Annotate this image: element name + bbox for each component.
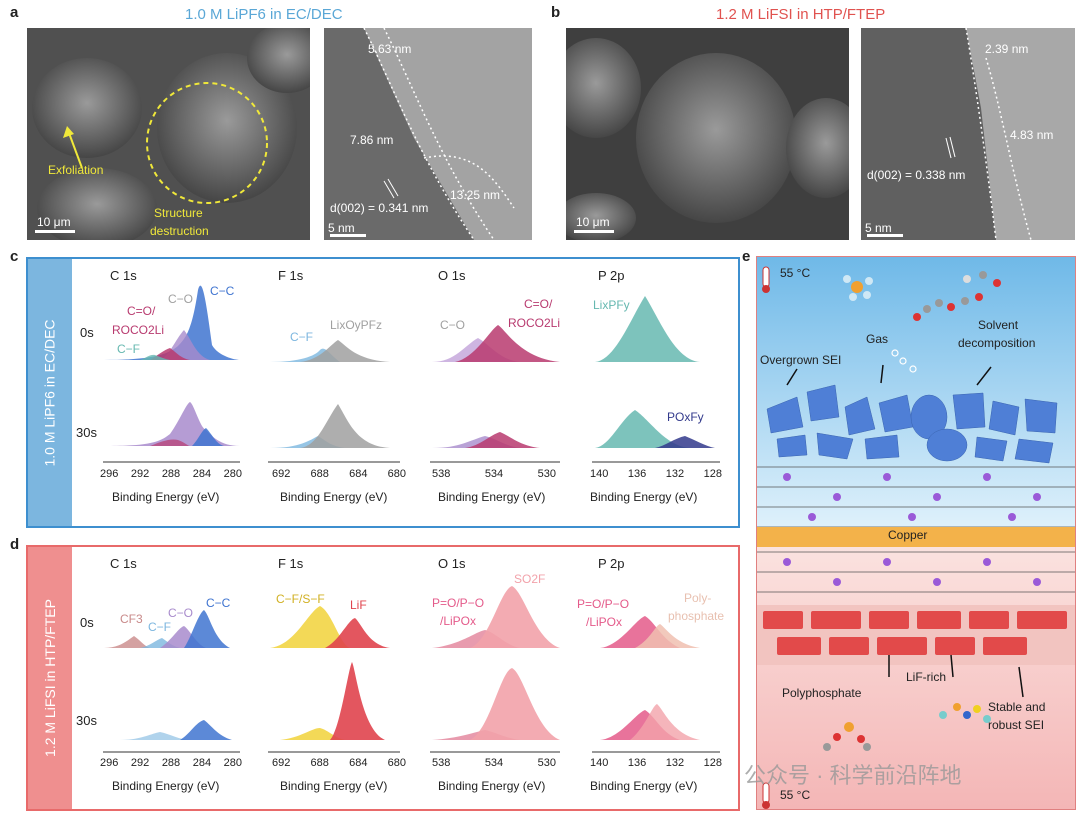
tem-b-m2: 4.83 nm [1010, 128, 1054, 142]
panel-d-side-label: 1.2 M LiFSI in HTP/FTEP [28, 547, 72, 809]
d-lbl-poly2: phosphate [668, 609, 725, 623]
structure-label: Structure [154, 206, 203, 220]
e-polyphosphate: Polyphosphate [782, 686, 862, 700]
c-f1s-ticks: 692 688 684 680 [272, 468, 406, 480]
d-lbl-cc: C−C [206, 596, 231, 610]
d-row-30s: 30s [76, 713, 97, 728]
d-xlabel-3: Binding Energy (eV) [438, 779, 546, 793]
d-lbl-p-p2: /LiPOx [586, 615, 623, 629]
d-lbl-poly1: Poly- [684, 591, 712, 605]
d-o1s-ticks: 538 534 530 [432, 757, 556, 769]
c-row-30s: 30s [76, 425, 97, 440]
tem-a-scale: 5 nm [328, 221, 355, 235]
c-xlabel-4: Binding Energy (eV) [590, 490, 698, 504]
d-head-f1s: F 1s [278, 556, 304, 571]
d-lbl-co: C−O [168, 606, 194, 620]
c-lbl-cc: C−C [210, 284, 235, 298]
c-lbl-o-roco: ROCO2Li [508, 316, 561, 330]
d-row-0s: 0s [80, 615, 94, 630]
panel-e-label: e [742, 248, 751, 265]
e-copper: Copper [888, 528, 928, 542]
c-c1s-ticks: 296 292 288 284 280 [100, 468, 242, 480]
d-xlabel-1: Binding Energy (eV) [112, 779, 220, 793]
d-lbl-cf: C−F [148, 620, 172, 634]
c-lbl-f-cf: C−F [290, 330, 314, 344]
tem-b-scale: 5 nm [865, 221, 892, 235]
sem-image-a [27, 28, 310, 240]
panel-b-label: b [551, 4, 561, 21]
e-stable1: Stable and [988, 700, 1046, 714]
d-lbl-cf3: CF3 [120, 612, 143, 626]
panel-a-label: a [10, 4, 19, 21]
e-gas: Gas [866, 332, 889, 346]
e-temp-bottom: 55 °C [780, 788, 811, 802]
e-lif-rich: LiF-rich [906, 670, 947, 684]
c-c1s-30s [104, 402, 240, 446]
c-lbl-o-co2: C=O/ [524, 297, 553, 311]
d-head-p2p: P 2p [598, 556, 625, 571]
tem-image-b [861, 28, 1075, 240]
d-xlabel-2: Binding Energy (eV) [280, 779, 388, 793]
sem-b-scale: 10 μm [576, 215, 610, 229]
d-f1s-ticks: 692 688 684 680 [272, 757, 406, 769]
d-lbl-p-p1: P=O/P−O [577, 597, 630, 611]
panel-d-side-text: 1.2 M LiFSI in HTP/FTEP [42, 599, 58, 757]
c-xlabel-1: Binding Energy (eV) [112, 490, 220, 504]
c-lbl-roco: ROCO2Li [112, 323, 165, 337]
d-p2p-ticks: 140 136 132 128 [590, 757, 722, 769]
panel-a-title: 1.0 M LiPF6 in EC/DEC [185, 6, 343, 23]
panel-e-schematic [756, 256, 1076, 810]
c-xlabel-3: Binding Energy (eV) [438, 490, 546, 504]
panel-c-label: c [10, 248, 19, 265]
d-lbl-cfsf: C−F/S−F [276, 592, 325, 606]
c-head-c1s: C 1s [110, 268, 137, 283]
sem-a-scale: 10 μm [37, 215, 71, 229]
d-xlabel-4: Binding Energy (eV) [590, 779, 698, 793]
d-lbl-lif: LiF [350, 598, 367, 612]
c-head-p2p: P 2p [598, 268, 625, 283]
d-lbl-so2f: SO2F [514, 572, 546, 586]
c-lbl-o-co: C−O [440, 318, 466, 332]
tem-a-m1: 5.63 nm [368, 42, 412, 56]
c-lbl-lipf: LixPFy [593, 298, 630, 312]
destruction-label: destruction [150, 224, 209, 238]
sem-image-b [566, 28, 849, 240]
d-head-c1s: C 1s [110, 556, 137, 571]
c-p2p-ticks: 140 136 132 128 [590, 468, 722, 480]
panel-c-side-label: 1.0 M LiPF6 in EC/DEC [28, 259, 72, 526]
c-row-0s: 0s [80, 325, 94, 340]
tem-a-m2: 7.86 nm [350, 133, 394, 147]
c-lbl-co: C=O/ [127, 304, 156, 318]
d-head-o1s: O 1s [438, 556, 466, 571]
c-lbl-c-o: C−O [168, 292, 194, 306]
d-c1s-ticks: 296 292 288 284 280 [100, 757, 242, 769]
e-temp-top: 55 °C [780, 266, 811, 280]
e-overgrown: Overgrown SEI [760, 353, 842, 367]
d-lbl-o-p1: P=O/P−O [432, 596, 485, 610]
c-head-o1s: O 1s [438, 268, 466, 283]
tem-a-m3: 13.25 nm [450, 188, 501, 202]
d-lbl-o-p2: /LiPOx [440, 614, 477, 628]
c-xlabel-2: Binding Energy (eV) [280, 490, 388, 504]
c-c1s-0s [104, 285, 240, 360]
c-o1s-ticks: 538 534 530 [432, 468, 556, 480]
e-decomposition: decomposition [958, 336, 1036, 350]
exfoliation-label: Exfoliation [48, 163, 104, 177]
e-solvent: Solvent [978, 318, 1019, 332]
c-lbl-po: POxFy [667, 410, 704, 424]
panel-d-box [26, 545, 740, 811]
c-lbl-lioypfz: LixOyPFz [330, 318, 383, 332]
tem-b-dspacing: d(002) = 0.338 nm [867, 168, 966, 182]
panel-d-label: d [10, 536, 20, 553]
panel-c-box [26, 257, 740, 528]
c-head-f1s: F 1s [278, 268, 304, 283]
panel-b-title: 1.2 M LiFSI in HTP/FTEP [716, 6, 886, 23]
c-lbl-cf: C−F [117, 342, 141, 356]
e-stable2: robust SEI [988, 718, 1045, 732]
tem-a-dspacing: d(002) = 0.341 nm [330, 201, 429, 215]
tem-image-a [324, 28, 532, 240]
watermark: 公众号 · 科学前沿阵地 [744, 763, 962, 788]
tem-b-m1: 2.39 nm [985, 42, 1029, 56]
